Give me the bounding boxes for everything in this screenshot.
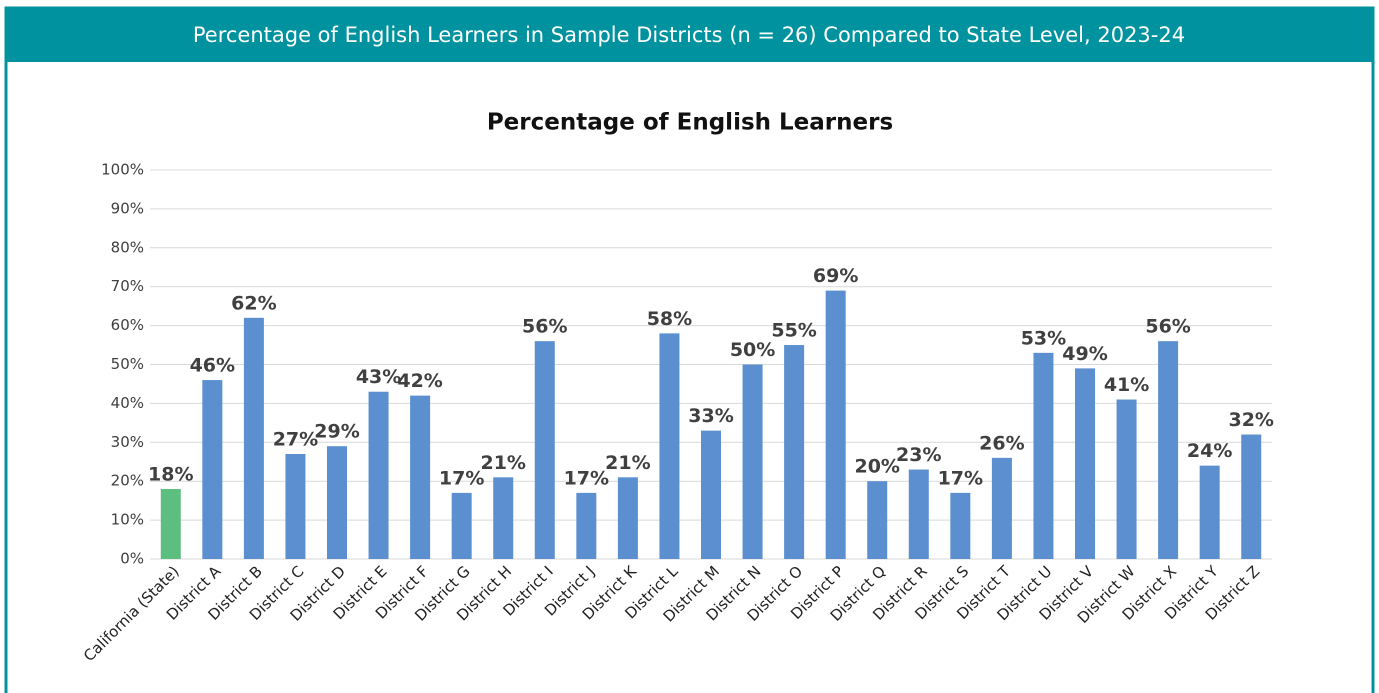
y-tick-label: 90% [111,199,144,217]
bar [1033,352,1054,559]
bar [451,492,472,559]
y-tick-label: 40% [111,394,144,412]
bar [617,477,638,559]
chart-title: Percentage of English Learners [487,110,893,136]
data-label: 69% [813,265,858,287]
data-label: 20% [854,456,899,478]
y-tick-label: 30% [111,433,144,451]
bar [701,430,721,559]
data-label: 55% [771,320,816,342]
bar [867,481,888,559]
bar [285,453,306,559]
data-label: 56% [1145,316,1190,338]
bar [784,345,805,559]
y-tick-label: 0% [120,550,144,568]
bar [327,446,347,559]
bar [1199,465,1220,559]
data-label: 50% [730,339,775,361]
data-label: 17% [439,467,484,489]
data-label: 29% [314,421,359,443]
data-label: 56% [522,316,567,338]
bar [1116,399,1137,559]
header-band [6,8,1373,62]
y-tick-label: 100% [101,161,144,179]
bar [534,341,555,559]
data-label: 17% [564,467,609,489]
header-title: Percentage of English Learners in Sample… [193,23,1185,47]
bar [202,380,223,559]
data-label: 46% [190,355,235,377]
bar [908,469,929,559]
bar [742,364,763,559]
data-label: 18% [148,463,193,485]
bar [991,457,1012,559]
bar [1241,434,1262,559]
data-label: 43% [356,366,401,388]
bar [243,317,264,559]
data-label: 62% [231,292,276,314]
bar [825,290,846,559]
bar [950,492,971,559]
data-label: 23% [896,444,941,466]
data-label: 24% [1187,440,1232,462]
y-tick-label: 60% [111,316,144,334]
data-label: 32% [1228,409,1273,431]
bar [576,492,597,559]
y-tick-label: 80% [111,238,144,256]
panel [4,6,1375,693]
y-tick-label: 70% [111,277,144,295]
bar [493,477,514,559]
bar [1158,341,1179,559]
data-label: 33% [688,405,733,427]
y-tick-label: 10% [111,511,144,529]
data-label: 58% [647,308,692,330]
data-label: 21% [480,452,525,474]
y-tick-label: 20% [111,472,144,490]
data-label: 53% [1021,327,1066,349]
bar [1075,368,1095,559]
data-label: 27% [273,428,318,450]
y-tick-label: 50% [111,355,144,373]
bar [368,391,389,559]
bar [410,395,431,559]
data-label: 49% [1062,343,1107,365]
data-label: 41% [1104,374,1149,396]
data-label: 17% [938,467,983,489]
bar [160,488,181,559]
data-label: 26% [979,432,1024,454]
data-label: 21% [605,452,650,474]
bar [659,333,680,559]
data-label: 42% [397,370,442,392]
